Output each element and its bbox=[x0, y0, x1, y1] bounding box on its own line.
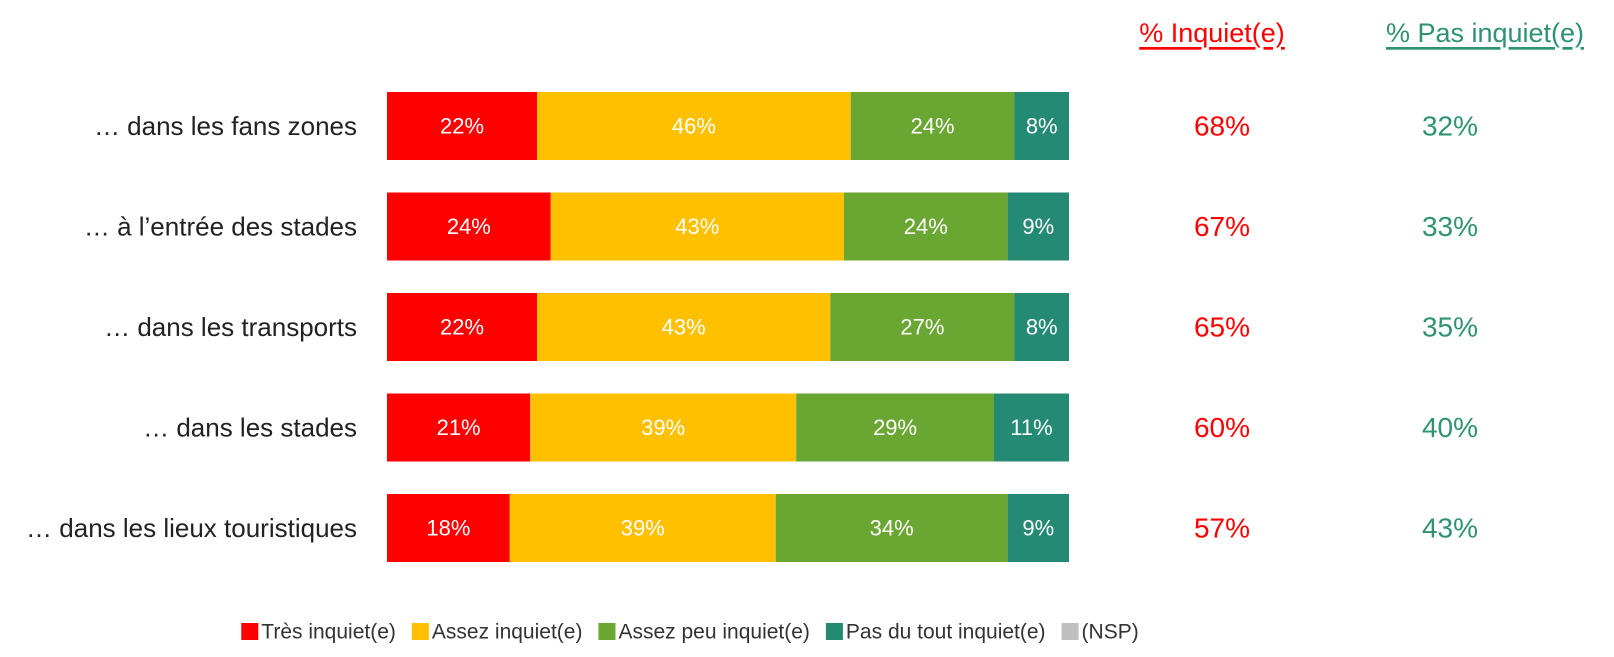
summary-value: 35% bbox=[1422, 312, 1478, 343]
data-label: 22% bbox=[440, 315, 484, 340]
bar-segment bbox=[509, 494, 776, 562]
bar-segment bbox=[387, 192, 551, 261]
category-label: … dans les transports bbox=[104, 312, 357, 342]
column-header: % Inquiet(e) bbox=[1139, 18, 1285, 48]
summary-value: 67% bbox=[1194, 211, 1250, 242]
summary-value: 57% bbox=[1194, 513, 1250, 544]
summary-value: 68% bbox=[1194, 111, 1250, 142]
summary-value: 40% bbox=[1422, 412, 1478, 443]
data-label: 8% bbox=[1026, 114, 1058, 139]
data-label: 11% bbox=[1010, 415, 1052, 440]
data-label: 9% bbox=[1022, 214, 1054, 239]
column-header: % Pas inquiet(e) bbox=[1386, 18, 1584, 48]
bar-segment bbox=[550, 192, 844, 261]
summary-value: 32% bbox=[1422, 111, 1478, 142]
legend-label: Très inquiet(e) bbox=[261, 621, 396, 644]
data-label: 34% bbox=[870, 516, 914, 541]
legend-label: Pas du tout inquiet(e) bbox=[846, 621, 1046, 644]
legend-swatch bbox=[241, 623, 259, 640]
data-label: 24% bbox=[904, 214, 948, 239]
data-label: 43% bbox=[675, 214, 719, 239]
bar-segment bbox=[1007, 192, 1069, 261]
bar-segment bbox=[850, 92, 1015, 160]
legend-swatch bbox=[1061, 623, 1079, 640]
data-label: 24% bbox=[911, 114, 955, 139]
bar-segment bbox=[796, 393, 994, 462]
data-label: 43% bbox=[662, 315, 706, 340]
summary-value: 43% bbox=[1422, 513, 1478, 544]
bar-segment bbox=[843, 192, 1008, 261]
summary-value: 65% bbox=[1194, 312, 1250, 343]
category-label: … dans les stades bbox=[143, 413, 357, 443]
bar-segment bbox=[1014, 293, 1069, 361]
bar-segment bbox=[830, 293, 1015, 361]
data-label: 27% bbox=[900, 315, 944, 340]
bar-segment bbox=[1014, 92, 1069, 160]
data-label: 22% bbox=[440, 114, 484, 139]
data-label: 46% bbox=[672, 114, 716, 139]
data-label: 18% bbox=[426, 516, 470, 541]
legend-label: (NSP) bbox=[1082, 621, 1139, 644]
data-label: 24% bbox=[447, 214, 491, 239]
legend-label: Assez inquiet(e) bbox=[432, 621, 583, 644]
category-label: … à l’entrée des stades bbox=[84, 212, 357, 242]
bar-segment bbox=[537, 293, 831, 361]
bar-segment bbox=[1007, 494, 1069, 562]
bar-segment bbox=[387, 92, 538, 160]
bar-segment bbox=[537, 92, 851, 160]
bar-segment bbox=[993, 393, 1069, 462]
data-label: 21% bbox=[437, 415, 481, 440]
legend-label: Assez peu inquiet(e) bbox=[618, 621, 809, 644]
legend-swatch bbox=[411, 623, 429, 640]
legend-swatch bbox=[598, 623, 616, 640]
data-label: 39% bbox=[621, 516, 665, 541]
data-label: 9% bbox=[1022, 516, 1054, 541]
summary-value: 33% bbox=[1422, 211, 1478, 242]
bar-segment bbox=[530, 393, 797, 462]
bar-segment bbox=[775, 494, 1008, 562]
summary-value: 60% bbox=[1194, 412, 1250, 443]
data-label: 29% bbox=[873, 415, 917, 440]
category-label: … dans les fans zones bbox=[94, 111, 357, 141]
data-label: 39% bbox=[641, 415, 685, 440]
legend-swatch bbox=[825, 623, 843, 640]
category-label: … dans les lieux touristiques bbox=[26, 513, 357, 543]
bar-segment bbox=[387, 293, 538, 361]
bar-segment bbox=[387, 494, 510, 562]
bar-segment bbox=[387, 393, 531, 462]
data-label: 8% bbox=[1026, 315, 1058, 340]
